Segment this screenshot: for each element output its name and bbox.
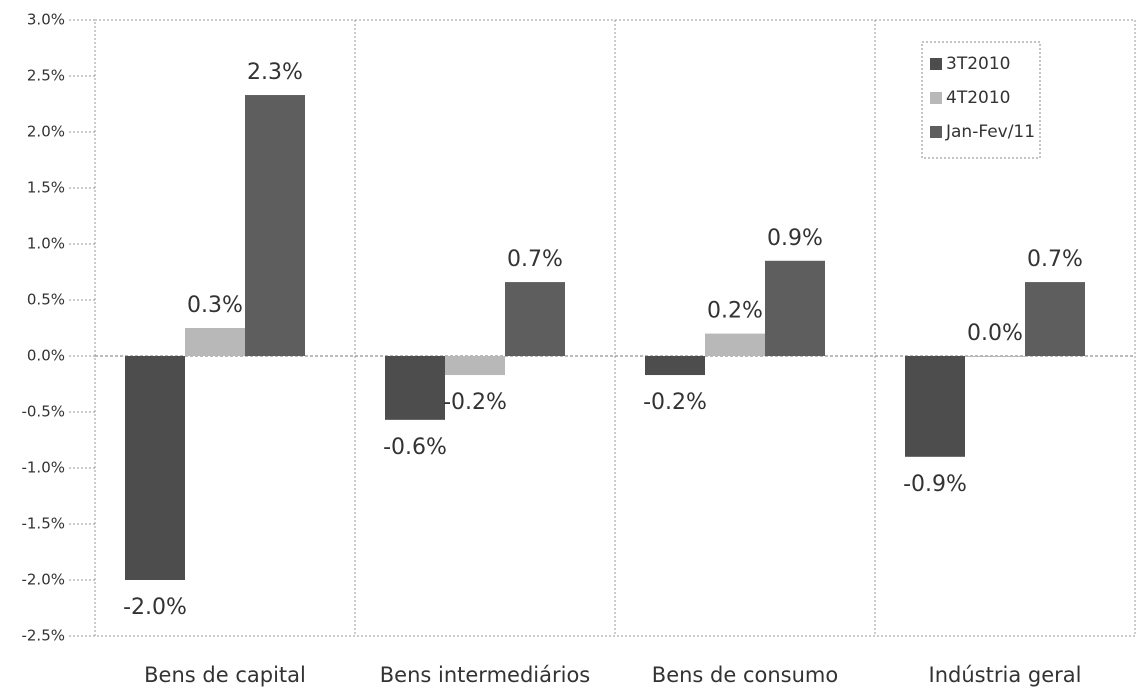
y-tick-label: 0.5% [27, 291, 65, 309]
value-label: 0.0% [967, 321, 1023, 346]
y-tick-label: 2.5% [27, 67, 65, 85]
bar [965, 356, 1025, 357]
x-tick-label: Bens de capital [144, 663, 306, 687]
bar [385, 356, 445, 420]
y-tick-label: -2.0% [21, 571, 65, 589]
value-label: -2.0% [123, 595, 187, 620]
legend-label: Jan-Fev/11 [945, 122, 1035, 142]
value-label: 0.2% [707, 299, 763, 324]
y-tick-label: -0.5% [21, 403, 65, 421]
bar [125, 356, 185, 580]
y-tick-label: -2.5% [21, 627, 65, 645]
value-label: -0.2% [643, 390, 707, 415]
legend-swatch [930, 126, 942, 138]
legend-swatch [930, 58, 942, 70]
value-label: 0.9% [767, 226, 823, 251]
value-label: -0.6% [383, 435, 447, 460]
bar [505, 282, 565, 356]
bar [765, 260, 825, 356]
legend-swatch [930, 92, 942, 104]
value-label: -0.2% [443, 390, 507, 415]
y-tick-label: 1.5% [27, 179, 65, 197]
bar [185, 328, 245, 356]
y-tick-label: 0.0% [27, 347, 65, 365]
x-tick-label: Bens intermediários [380, 663, 590, 687]
x-tick-label: Bens de consumo [652, 663, 838, 687]
bar [445, 356, 505, 376]
bar [245, 95, 305, 356]
legend-label: 4T2010 [946, 88, 1010, 108]
bar [705, 333, 765, 356]
legend-label: 3T2010 [946, 54, 1010, 74]
y-tick-label: 3.0% [27, 11, 65, 29]
value-label: 0.7% [1027, 247, 1083, 272]
y-tick-label: 2.0% [27, 123, 65, 141]
value-label: 0.7% [507, 247, 563, 272]
value-label: 0.3% [187, 293, 243, 318]
bar [905, 356, 965, 457]
value-label: 2.3% [247, 60, 303, 85]
x-tick-label: Indústria geral [929, 663, 1082, 687]
y-tick-label: 1.0% [27, 235, 65, 253]
bar [1025, 282, 1085, 356]
y-tick-label: -1.0% [21, 459, 65, 477]
y-tick-label: -1.5% [21, 515, 65, 533]
value-label: -0.9% [903, 472, 967, 497]
bar [645, 356, 705, 376]
